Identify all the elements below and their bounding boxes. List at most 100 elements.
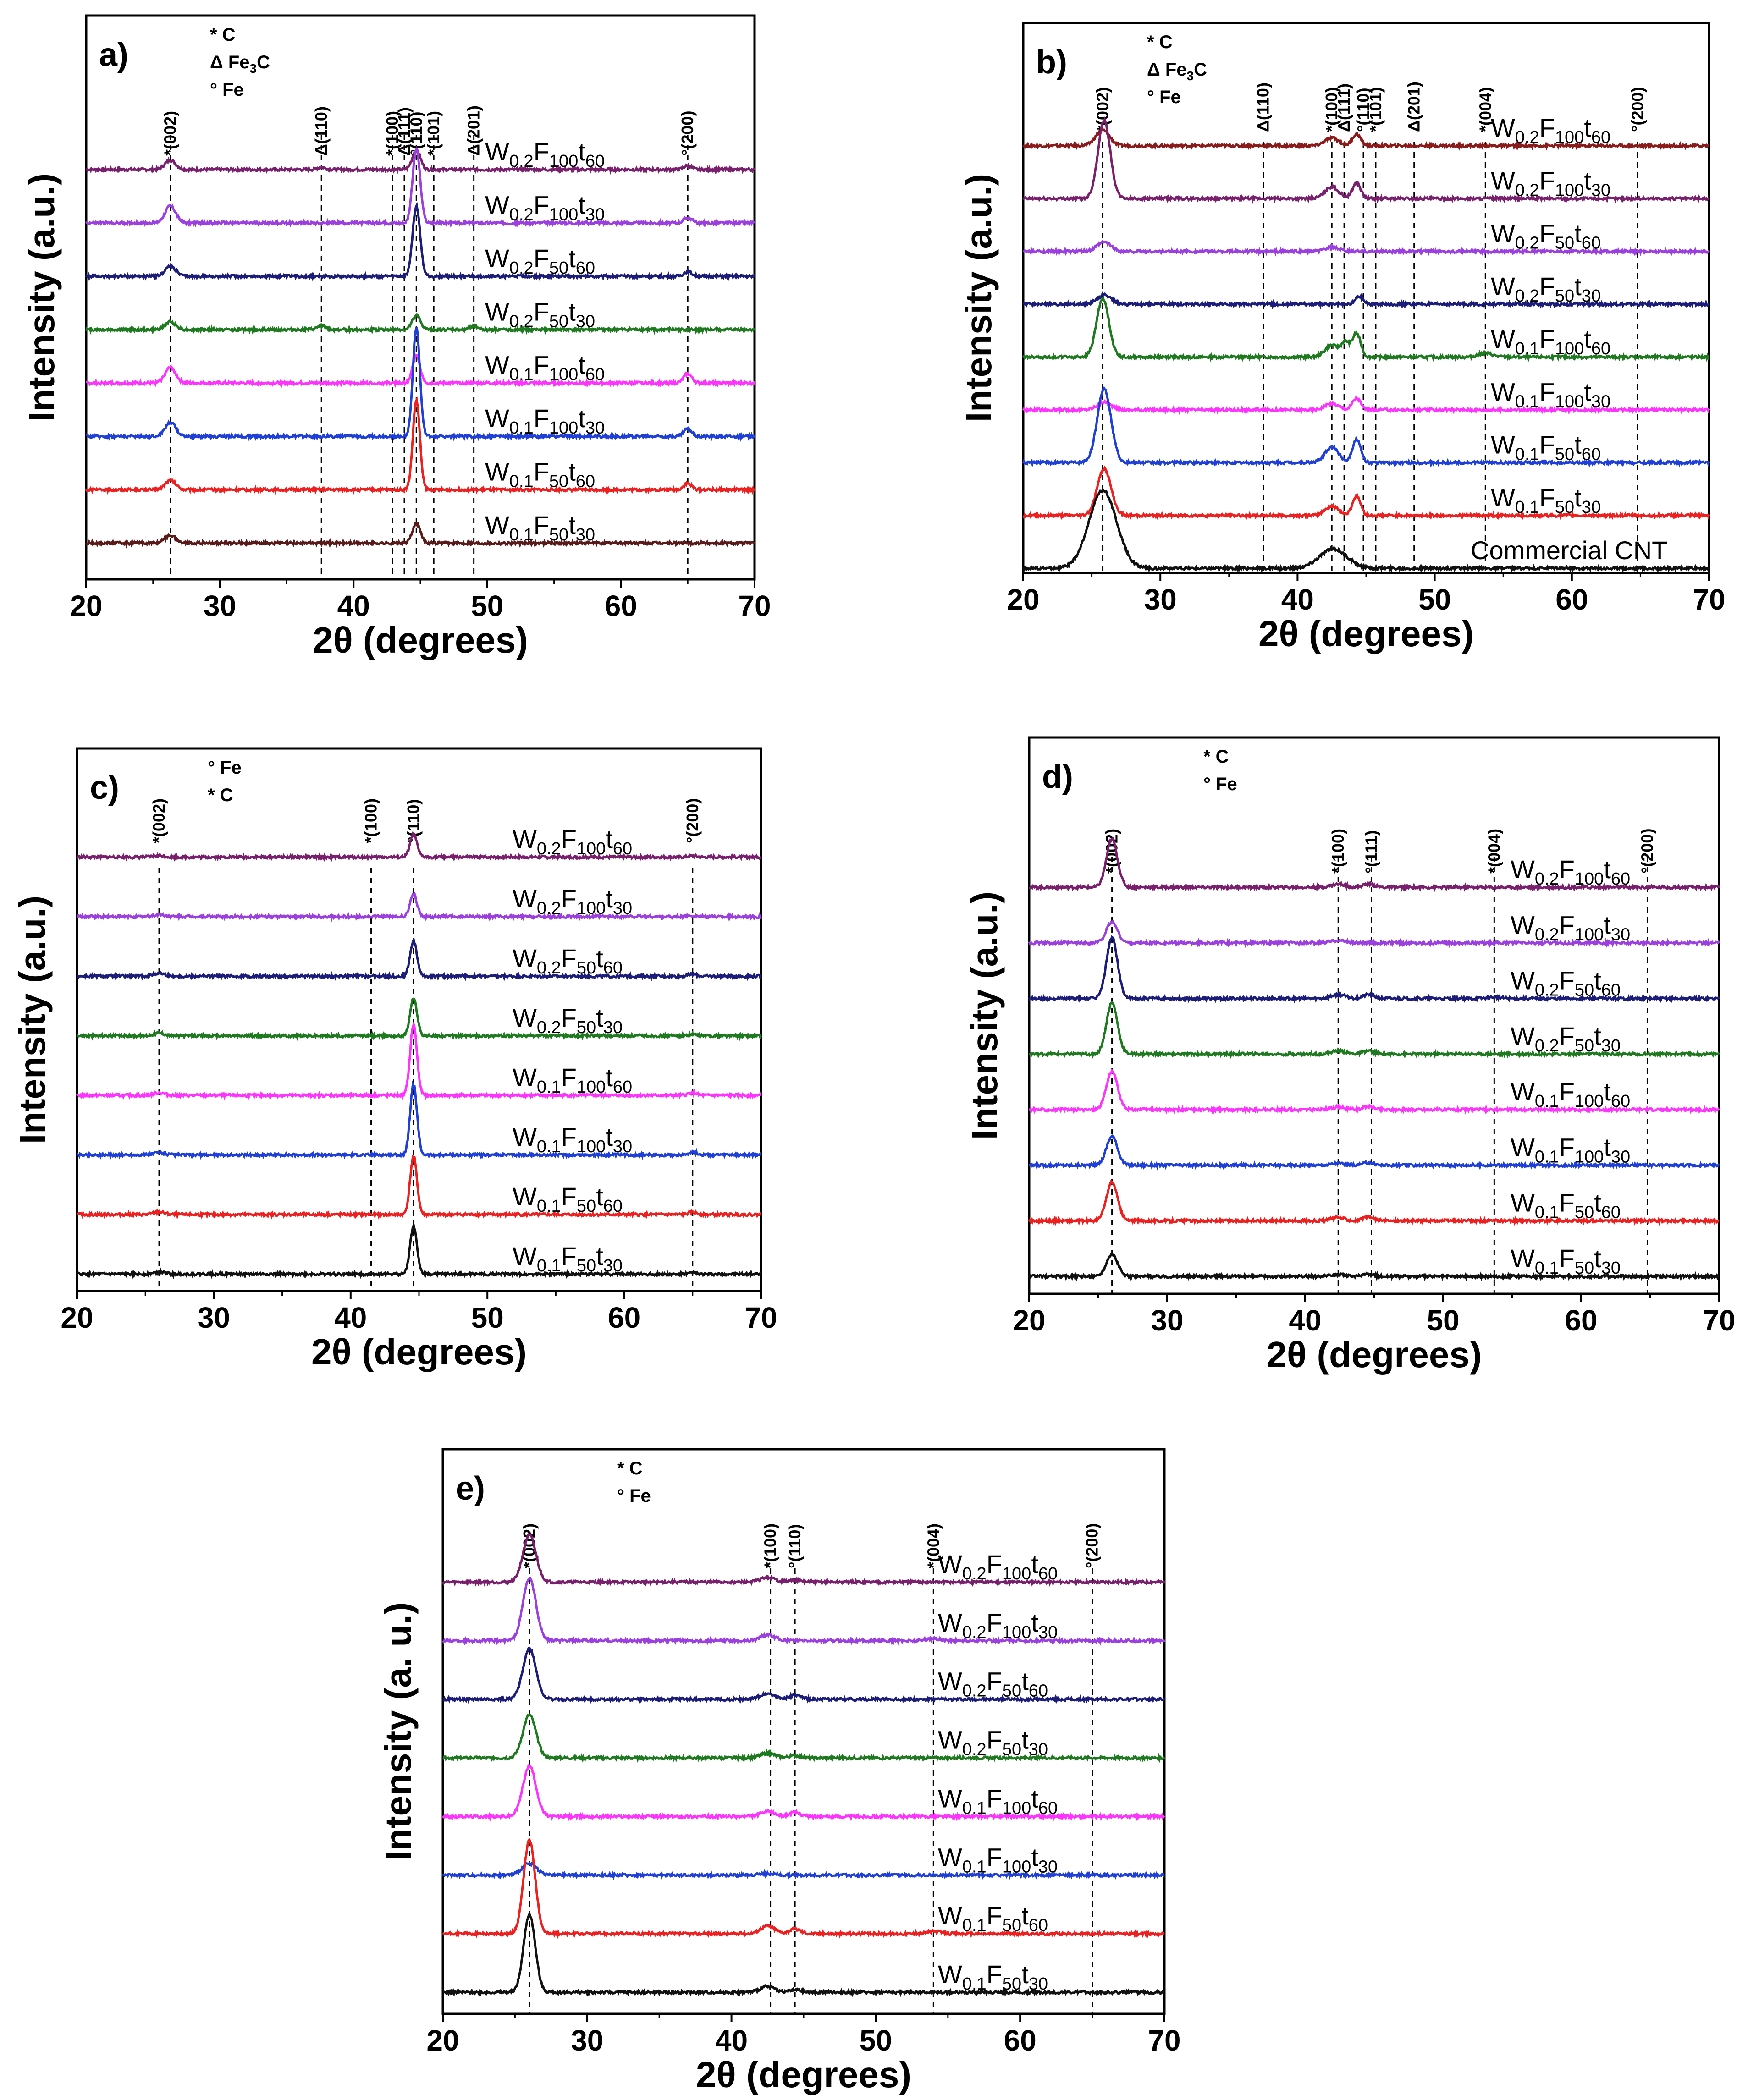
xrd-series-line [76, 1222, 762, 1280]
xrd-series-line [1028, 1180, 1720, 1226]
xrd-series-line [86, 145, 755, 175]
x-tick-label: 40 [334, 1301, 367, 1334]
x-tick-label: 20 [70, 589, 102, 622]
panel-letter: a) [99, 37, 128, 73]
series-label: W0.2F100t60 [485, 137, 605, 171]
panel-letter: e) [456, 1470, 485, 1507]
series-label: W0.1F50t60 [1491, 430, 1601, 464]
xrd-series-line [1022, 394, 1710, 415]
series-label: W0.2F100t30 [1491, 166, 1610, 200]
legend-entry: * C [617, 1458, 643, 1479]
x-axis-label: 2θ (degrees) [1258, 613, 1474, 654]
series-label: W0.1F100t60 [938, 1784, 1058, 1818]
panel-letter: c) [90, 770, 119, 806]
xrd-series-line [442, 1838, 1165, 1939]
xrd-series-line [1028, 1001, 1720, 1060]
x-tick-label: 60 [1004, 2024, 1037, 2057]
series-label: W0.1F100t30 [513, 1122, 632, 1156]
xrd-series-line [1023, 466, 1710, 521]
legend-entry: Δ Fe3C [210, 52, 270, 76]
series-label: W0.1F100t30 [485, 404, 605, 438]
legend-entry: ° Fe [208, 758, 242, 778]
chart-panel-c: 20 30 40 50 60 70 2θ (degrees) Intensity (a.u.)… [12, 747, 778, 1372]
xrd-series-line [442, 1646, 1166, 1704]
xrd-series-line [441, 1533, 1166, 1587]
xrd-series-line [76, 1021, 762, 1101]
xrd-series-line [442, 1764, 1165, 1822]
x-tick-label: 60 [1555, 583, 1588, 616]
legend-entry: ° Fe [210, 80, 244, 100]
xrd-series-line [77, 892, 762, 923]
series-label: W0.2F100t60 [1491, 113, 1610, 147]
y-axis-label: Intensity (a.u.) [12, 896, 53, 1144]
x-tick-label: 20 [426, 2024, 459, 2057]
x-tick-label: 20 [1007, 583, 1039, 616]
chart-panel-d: 20 30 40 50 60 70 2θ (degrees) Intensity (a.u.)… [964, 736, 1736, 1375]
series-label: W0.2F100t60 [1511, 855, 1630, 889]
xrd-series-line [1022, 489, 1710, 573]
x-axis-label: 2θ (degrees) [311, 1331, 527, 1372]
peak-label: *(100) [1329, 829, 1347, 874]
xrd-series-line [85, 313, 756, 335]
series-label: W0.1F50t60 [938, 1901, 1048, 1935]
series-label: W0.2F50t60 [513, 944, 623, 978]
chart-panel-a: 20 30 40 50 60 70 2θ (degrees) Intensity (a.u.)… [21, 14, 771, 660]
xrd-series-line [1028, 1251, 1720, 1282]
peak-label: *(100) [1322, 87, 1341, 132]
legend-entry: * C [210, 25, 236, 45]
xrd-series-line [1022, 128, 1710, 151]
series-label: W0.1F50t30 [938, 1960, 1048, 1994]
series-label: W0.1F50t60 [1511, 1188, 1621, 1222]
series-label: W0.1F100t60 [1511, 1077, 1630, 1111]
figure-panels: 20 30 40 50 60 70 2θ (degrees) Intensity (a.u.)… [12, 14, 1736, 2095]
series-label: W0.2F50t60 [938, 1667, 1048, 1701]
x-tick-label: 40 [337, 589, 370, 622]
peak-label: Δ(201) [1405, 82, 1423, 132]
legend-entry: ° Fe [1147, 87, 1181, 107]
peak-label: *(004) [1476, 87, 1494, 132]
peak-label: *(100) [761, 1523, 780, 1568]
x-tick-label: 30 [1144, 583, 1177, 616]
series-label: W0.2F50t30 [513, 1003, 623, 1037]
series-label: W0.1F100t60 [513, 1063, 632, 1097]
peak-label: *(101) [1366, 87, 1385, 132]
peak-label: *(004) [1484, 829, 1503, 874]
xrd-series-line [1028, 1134, 1720, 1171]
x-tick-label: 40 [1281, 583, 1314, 616]
xrd-series-line [76, 1080, 762, 1160]
series-label: W0.2F50t30 [1491, 272, 1601, 306]
series-label: W0.2F50t60 [1511, 966, 1621, 1000]
series-label: W0.2F50t60 [1491, 219, 1601, 253]
series-label: W0.2F100t60 [513, 825, 632, 858]
series-label: W0.1F100t30 [1511, 1132, 1630, 1166]
legend-entry: ° Fe [617, 1486, 651, 1506]
x-axis-label: 2θ (degrees) [1266, 1334, 1482, 1375]
legend-entry: * C [1147, 32, 1173, 52]
peak-label: °(110) [785, 1524, 804, 1568]
series-label: W0.1F100t30 [1491, 377, 1610, 411]
series-label: W0.2F100t60 [938, 1550, 1058, 1583]
peak-label: *(100) [362, 798, 380, 843]
peak-label: °(200) [678, 111, 697, 156]
x-tick-label: 70 [1703, 1304, 1735, 1337]
y-axis-label: Intensity (a.u.) [958, 174, 999, 422]
peak-label: °(200) [1628, 87, 1647, 132]
panel-letter: d) [1042, 759, 1073, 795]
series-label: W0.2F100t30 [513, 884, 632, 918]
peak-label: °(110) [1354, 88, 1373, 132]
xrd-series-line [441, 1861, 1165, 1880]
series-label: W0.1F50t30 [1511, 1244, 1621, 1278]
xrd-series-line [76, 936, 762, 982]
peak-label: °(200) [683, 798, 702, 843]
legend-entry: * C [208, 785, 233, 805]
xrd-series-line [76, 830, 762, 862]
x-axis-label: 2θ (degrees) [696, 2054, 911, 2095]
xrd-series-line [85, 521, 755, 549]
x-tick-label: 30 [1151, 1304, 1183, 1337]
x-tick-label: 60 [608, 1301, 640, 1334]
xrd-series-line [85, 148, 755, 229]
peak-label: °(200) [1638, 829, 1656, 874]
series-label: W0.2F50t60 [485, 244, 595, 278]
legend-entry: ° Fe [1203, 774, 1237, 794]
x-tick-label: 40 [715, 2024, 748, 2057]
